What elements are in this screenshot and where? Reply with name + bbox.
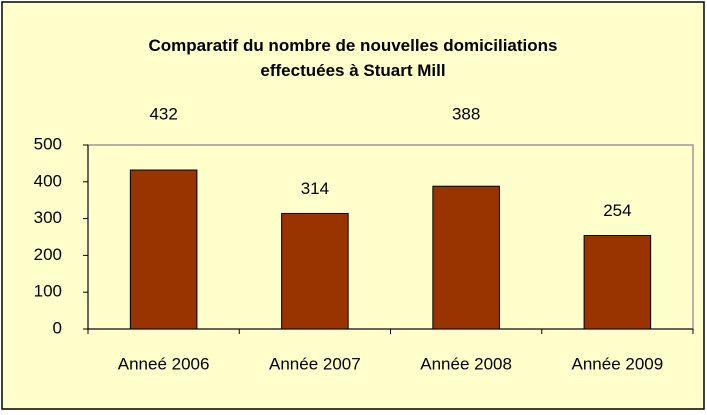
y-tick-label: 0 [53, 318, 62, 337]
data-label: 432 [149, 104, 177, 123]
data-label: 254 [603, 201, 631, 220]
x-tick-label: Anneé 2006 [118, 354, 210, 373]
bar [129, 169, 198, 330]
x-tick-label: Année 2007 [269, 354, 361, 373]
y-tick-label: 500 [34, 134, 62, 153]
y-tick-label: 300 [34, 208, 62, 227]
data-label: 314 [301, 179, 329, 198]
x-tick-label: Année 2008 [420, 354, 512, 373]
y-tick-label: 400 [34, 171, 62, 190]
bar [432, 185, 500, 330]
y-tick-label: 100 [34, 282, 62, 301]
chart-title: Comparatif du nombre de nouvelles domici… [148, 36, 558, 80]
y-tick-label: 200 [34, 245, 62, 264]
bar [583, 235, 652, 330]
x-tick-label: Année 2009 [572, 354, 664, 373]
bar [281, 212, 349, 330]
data-label: 388 [452, 104, 480, 123]
